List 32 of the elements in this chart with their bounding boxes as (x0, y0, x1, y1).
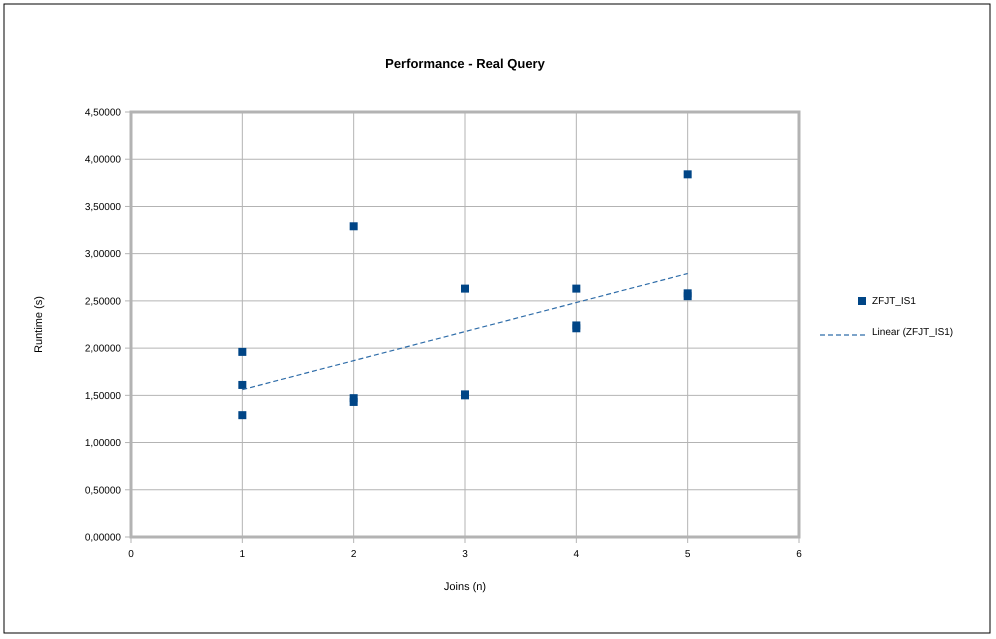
y-tick-label: 4,00000 (84, 154, 122, 166)
x-tick-label: 3 (462, 549, 468, 560)
point (684, 292, 692, 300)
point (350, 398, 358, 406)
point (350, 222, 358, 230)
point (238, 348, 246, 356)
y-tick-label: 1,50000 (84, 390, 122, 402)
point (461, 284, 469, 293)
point (238, 380, 246, 389)
y-tick-label: 0,50000 (84, 485, 122, 496)
chart-title: Performance - Real Query (385, 56, 546, 71)
y-tick-label: 2,00000 (84, 344, 122, 355)
x-tick-label: 4 (574, 549, 580, 560)
y-tick-label: 0,00000 (84, 532, 122, 544)
x-tick-label: 2 (350, 549, 357, 560)
x-axis-title: Joins (n) (444, 581, 486, 593)
legend-label: ZFJT_IS1 (872, 296, 916, 307)
point (572, 324, 580, 332)
y-tick-label: 3,00000 (84, 249, 122, 260)
point (684, 170, 692, 178)
y-tick-label: 1,00000 (84, 438, 122, 450)
x-tick-label: 6 (796, 549, 802, 560)
point (572, 284, 580, 293)
y-tick-label: 3,50000 (84, 202, 122, 213)
x-tick-label: 0 (128, 549, 134, 560)
legend-label: Linear (ZFJT_IS1) (872, 327, 954, 338)
y-axis-title: Runtime (s) (33, 296, 45, 353)
x-tick-label: 1 (240, 549, 246, 560)
y-tick-label: 4,50000 (84, 108, 122, 118)
x-tick-label: 5 (684, 549, 691, 560)
y-tick-label: 2,50000 (84, 296, 122, 308)
point (238, 411, 246, 420)
